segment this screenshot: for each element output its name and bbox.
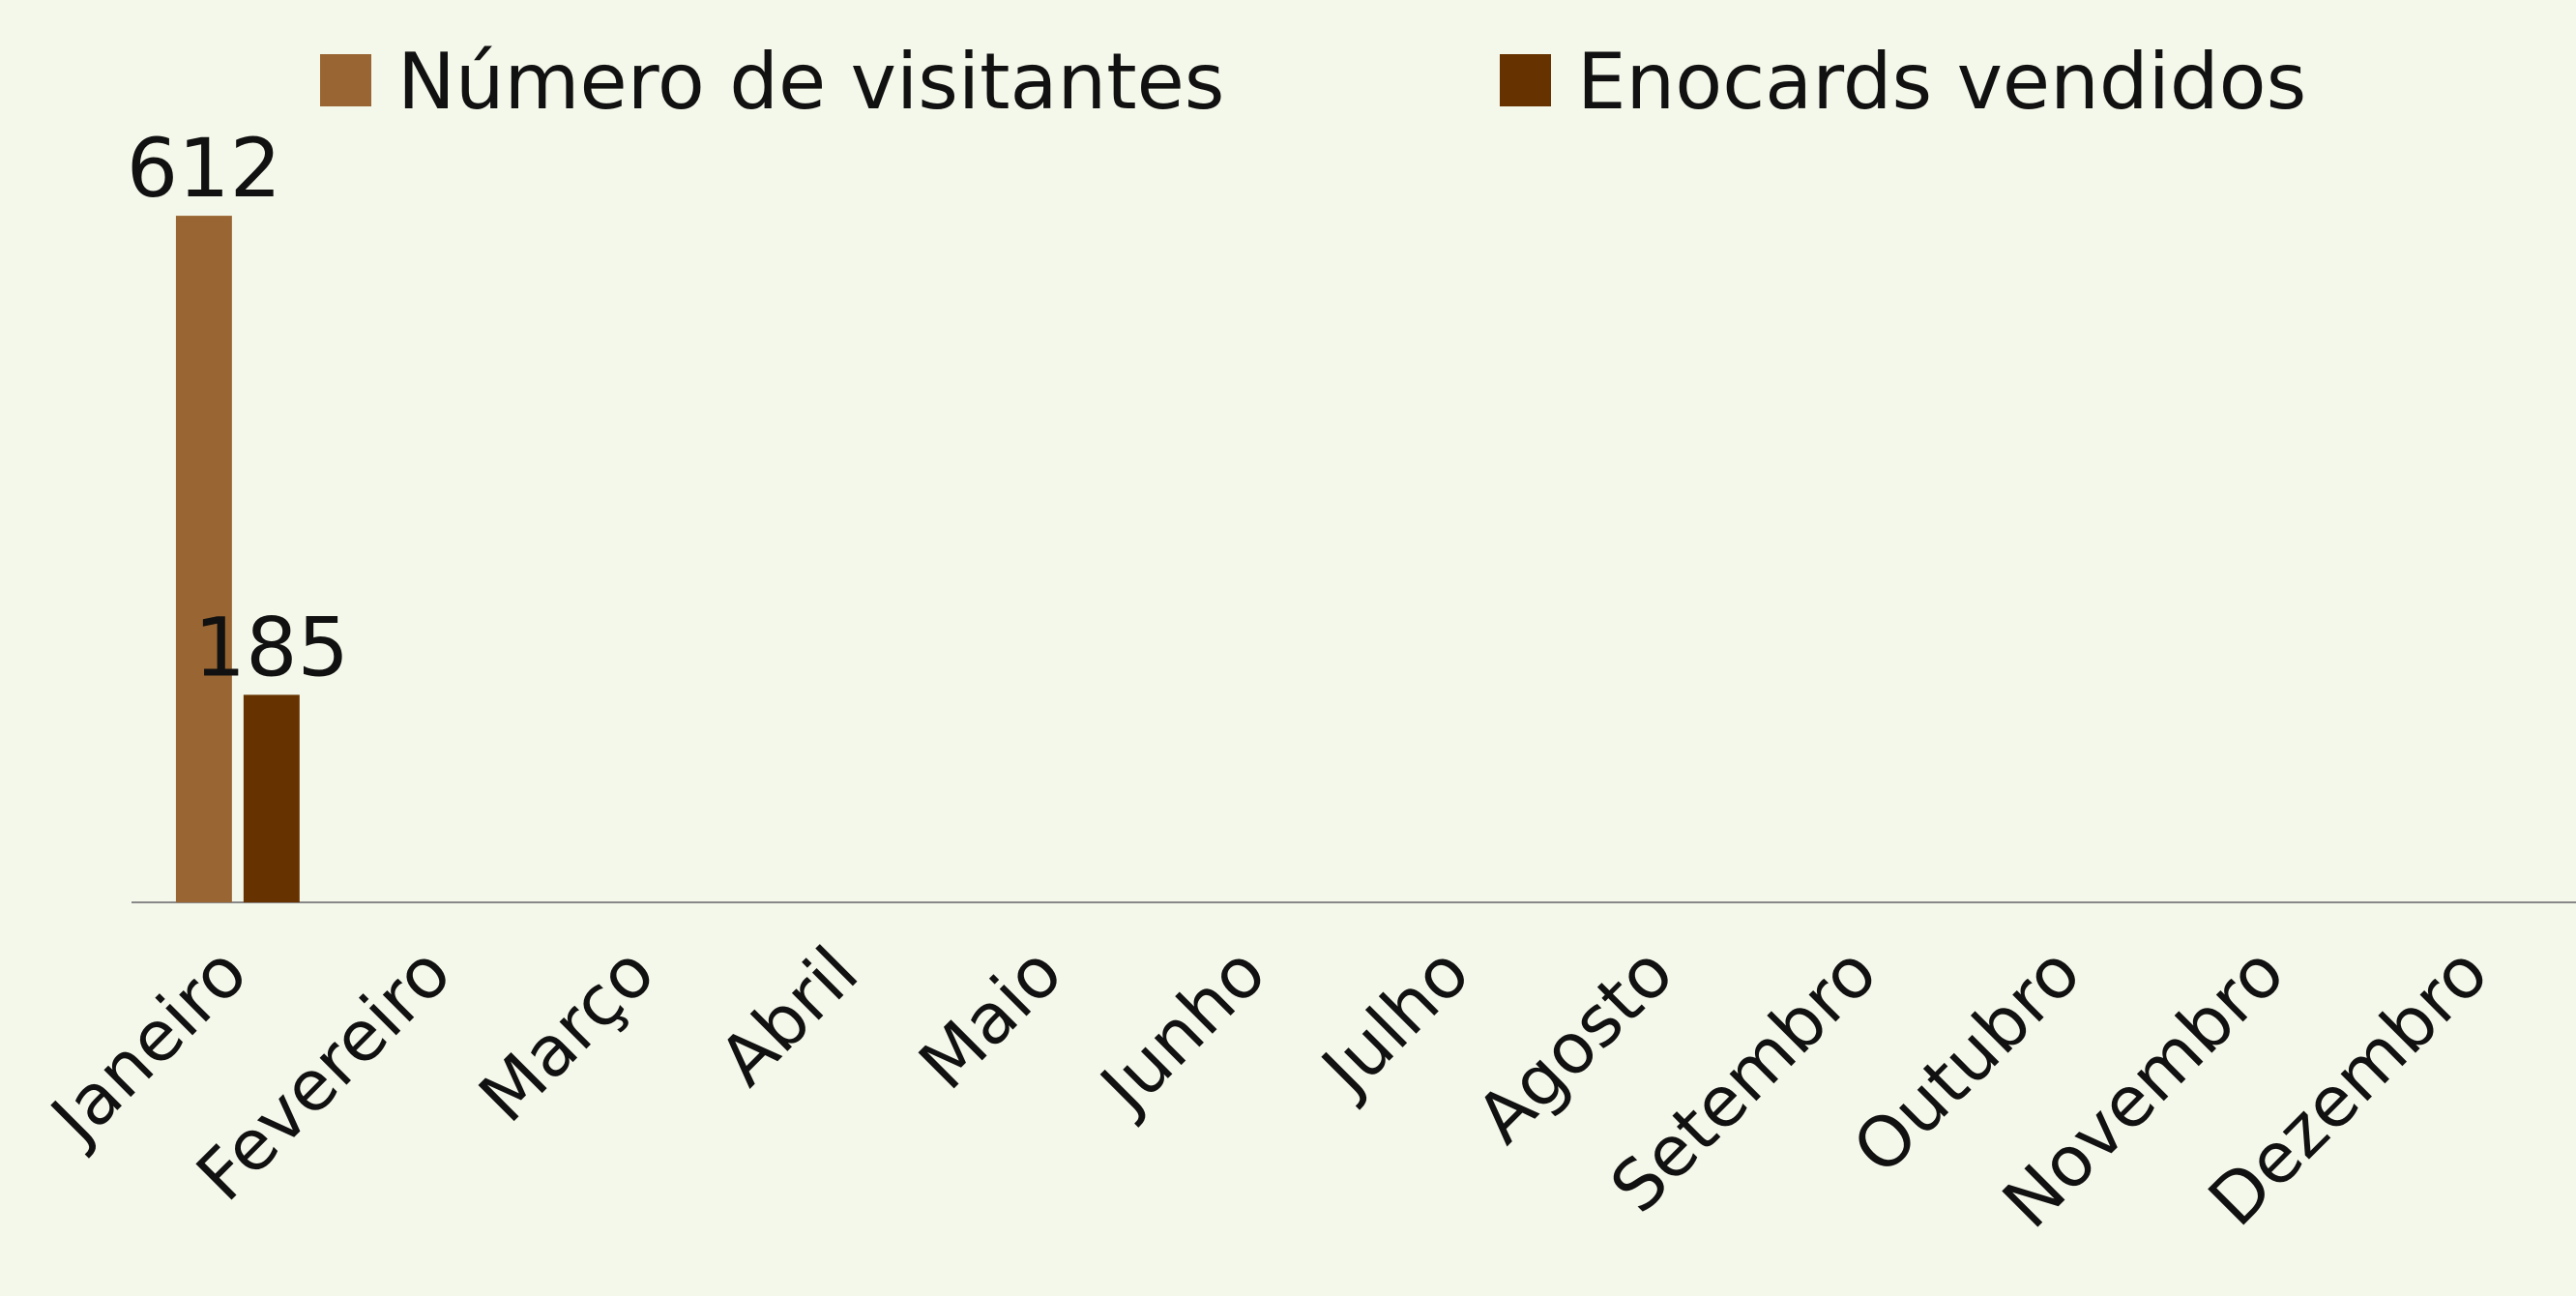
bar	[175, 216, 232, 902]
legend-label: Número de visitantes	[397, 37, 1224, 127]
legend-swatch	[1500, 54, 1551, 106]
data-label: 612	[127, 121, 281, 216]
data-label: 185	[194, 600, 349, 694]
legend-label: Enocards vendidos	[1577, 37, 2306, 127]
legend-swatch	[320, 54, 371, 106]
bar	[243, 694, 300, 902]
